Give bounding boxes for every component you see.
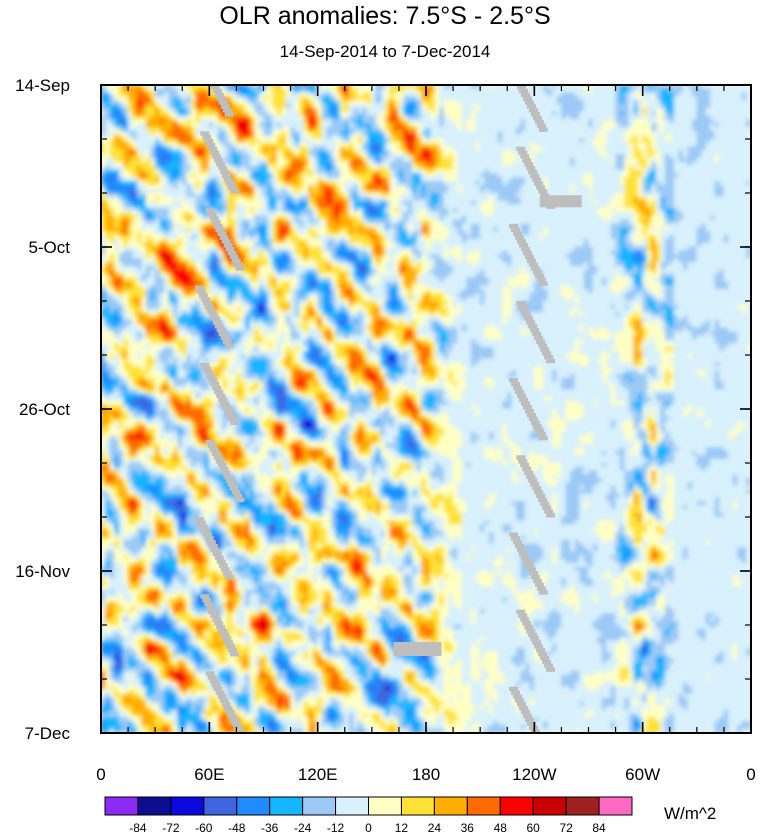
colorbar-label: -24 (294, 821, 312, 834)
colorbar-swatch (500, 797, 533, 815)
colorbar-swatch (369, 797, 402, 815)
x-tick-label: 180 (412, 765, 440, 784)
colorbar-label: 36 (461, 821, 475, 834)
x-tick-label: 60W (625, 765, 660, 784)
colorbar-label: 72 (559, 821, 573, 834)
colorbar-swatch (204, 797, 237, 815)
colorbar-swatch (237, 797, 270, 815)
colorbar-label: -36 (261, 821, 279, 834)
anomaly-field (101, 85, 752, 734)
y-tick-label: 14-Sep (15, 76, 70, 95)
colorbar-swatch (434, 797, 467, 815)
colorbar-swatch (599, 797, 632, 815)
colorbar-label: 0 (365, 821, 372, 834)
colorbar-label: -72 (162, 821, 180, 834)
y-tick-label: 7-Dec (25, 724, 71, 743)
colorbar-swatch (336, 797, 369, 815)
x-tick-label: 0 (96, 765, 105, 784)
colorbar-units: W/m^2 (664, 804, 716, 824)
y-tick-label: 5-Oct (28, 238, 70, 257)
colorbar-label: 48 (494, 821, 508, 834)
x-tick-label: 120E (298, 765, 338, 784)
colorbar-label: -84 (129, 821, 147, 834)
colorbar-swatch (533, 797, 566, 815)
colorbar-label: -12 (327, 821, 345, 834)
y-tick-label: 16-Nov (15, 562, 70, 581)
olr-hovmoller-chart: 0 60E 120E 180 120W 60W 0 14-Sep 5-Oct 26-Oct 16-N… (0, 0, 770, 834)
colorbar-swatch (138, 797, 171, 815)
colorbar-label: -60 (195, 821, 213, 834)
colorbar-swatch (105, 797, 138, 815)
colorbar-swatch (303, 797, 336, 815)
y-tick-label: 26-Oct (19, 400, 70, 419)
colorbar-label: 12 (395, 821, 409, 834)
colorbar-swatch (270, 797, 303, 815)
x-tick-label: 120W (512, 765, 556, 784)
x-tick-label: 0 (746, 765, 755, 784)
colorbar-label: 84 (592, 821, 606, 834)
colorbar-label: 24 (428, 821, 442, 834)
colorbar-swatch (401, 797, 434, 815)
colorbar-swatch (171, 797, 204, 815)
colorbar-label: 60 (527, 821, 541, 834)
colorbar: -84 -72 -60 -48 -36 -24 -12 0 12 24 36 48 60 72 84 (105, 797, 632, 834)
colorbar-label: -48 (228, 821, 246, 834)
colorbar-swatch (467, 797, 500, 815)
colorbar-swatch (566, 797, 599, 815)
x-tick-label: 60E (194, 765, 224, 784)
